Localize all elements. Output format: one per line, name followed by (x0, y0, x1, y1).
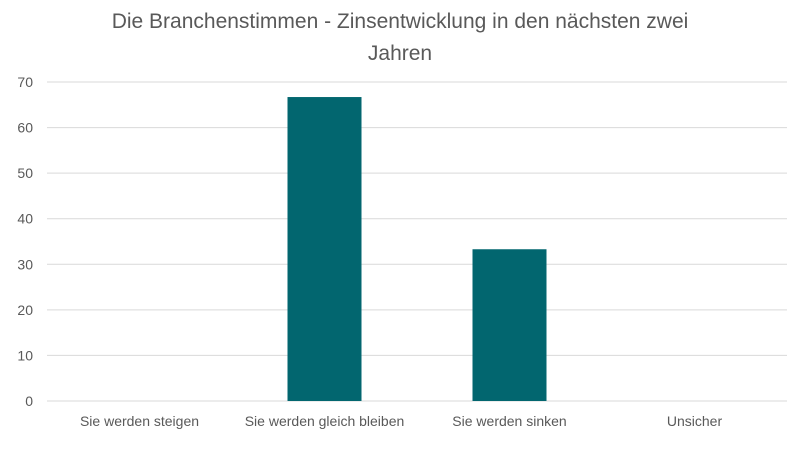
chart-title-line-1: Die Branchenstimmen - Zinsentwicklung in… (111, 10, 689, 33)
y-tick-label: 30 (17, 256, 33, 272)
bar (287, 97, 362, 401)
y-tick-label: 50 (17, 165, 33, 181)
chart-title: Die Branchenstimmen - Zinsentwicklung in… (0, 6, 800, 70)
x-tick-label: Sie werden gleich bleiben (245, 413, 405, 429)
y-tick-label: 10 (17, 347, 33, 363)
y-tick-label: 40 (17, 211, 33, 227)
y-tick-label: 70 (17, 74, 33, 90)
y-tick-label: 0 (25, 393, 33, 409)
chart-title-line-2: Jahren (367, 42, 433, 65)
x-tick-label: Unsicher (667, 413, 723, 429)
y-tick-label: 20 (17, 302, 33, 318)
x-tick-label: Sie werden sinken (452, 413, 566, 429)
y-tick-label: 60 (17, 120, 33, 136)
bar (472, 249, 547, 401)
x-tick-label: Sie werden steigen (80, 413, 199, 429)
